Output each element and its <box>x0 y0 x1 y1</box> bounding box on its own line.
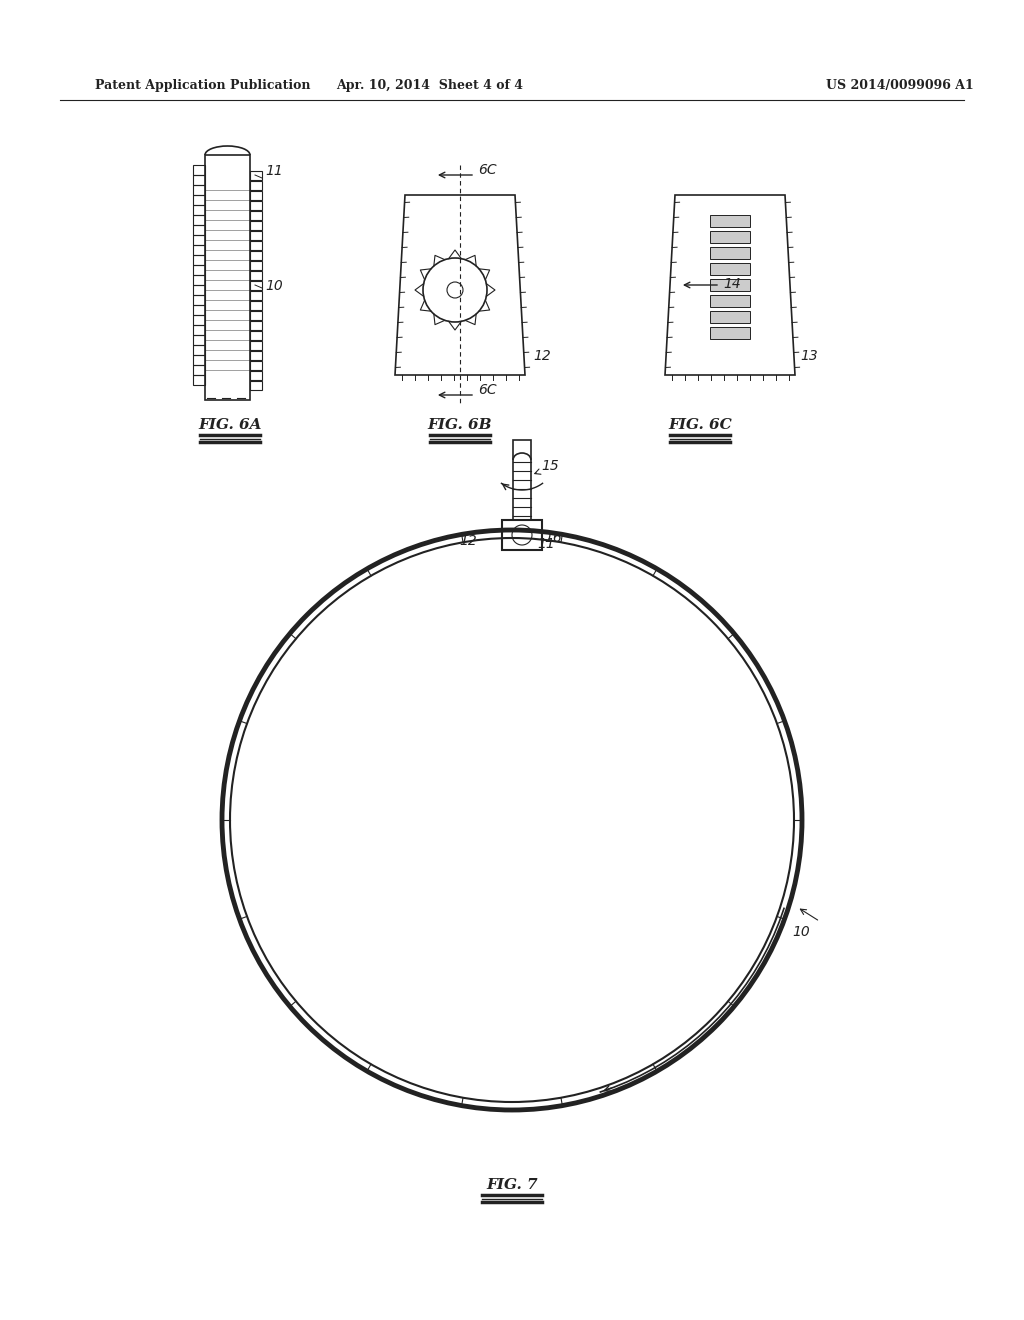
Bar <box>193 315 205 325</box>
Bar <box>250 281 262 290</box>
Bar <box>710 215 750 227</box>
Bar <box>193 366 205 375</box>
Bar <box>193 285 205 294</box>
Bar <box>193 235 205 246</box>
Bar <box>250 261 262 271</box>
Bar <box>193 246 205 255</box>
Bar <box>193 375 205 385</box>
Bar <box>250 341 262 350</box>
Text: 10: 10 <box>792 925 810 939</box>
Bar <box>193 195 205 205</box>
Bar <box>250 271 262 280</box>
Text: 6C: 6C <box>478 162 497 177</box>
Bar <box>250 351 262 360</box>
Bar <box>250 251 262 260</box>
Text: 16: 16 <box>544 531 562 545</box>
Bar <box>250 301 262 310</box>
Bar <box>710 294 750 308</box>
Bar <box>193 265 205 275</box>
Text: FIG. 6C: FIG. 6C <box>668 418 732 432</box>
Bar <box>205 154 250 400</box>
Text: FIG. 7: FIG. 7 <box>486 1177 538 1192</box>
Text: 10: 10 <box>265 279 283 293</box>
Text: FIG. 6B: FIG. 6B <box>428 418 493 432</box>
Text: 6C: 6C <box>478 383 497 397</box>
Bar <box>193 205 205 215</box>
Bar <box>250 331 262 341</box>
Text: 11: 11 <box>265 164 283 178</box>
Text: Patent Application Publication: Patent Application Publication <box>95 78 310 91</box>
Text: 13: 13 <box>800 348 818 363</box>
Text: 12: 12 <box>459 535 477 548</box>
Bar <box>193 185 205 195</box>
Bar <box>250 211 262 220</box>
Bar <box>193 165 205 176</box>
Text: US 2014/0099096 A1: US 2014/0099096 A1 <box>826 78 974 91</box>
Bar <box>193 355 205 366</box>
Bar <box>710 247 750 259</box>
Bar <box>193 335 205 345</box>
Bar <box>193 345 205 355</box>
Bar <box>250 371 262 380</box>
Bar <box>250 312 262 319</box>
Bar <box>250 181 262 190</box>
Text: 12: 12 <box>534 348 551 363</box>
Text: Apr. 10, 2014  Sheet 4 of 4: Apr. 10, 2014 Sheet 4 of 4 <box>337 78 523 91</box>
Bar <box>250 321 262 330</box>
Bar <box>250 360 262 370</box>
Bar <box>193 255 205 265</box>
Bar <box>193 325 205 335</box>
Bar <box>710 327 750 339</box>
Bar <box>250 242 262 249</box>
Bar <box>250 231 262 240</box>
Bar <box>710 279 750 290</box>
Text: 14: 14 <box>723 277 740 290</box>
Bar <box>193 215 205 224</box>
Bar <box>250 220 262 230</box>
Bar <box>502 520 542 550</box>
Bar <box>193 176 205 185</box>
Bar <box>250 290 262 300</box>
Bar <box>193 305 205 315</box>
Bar <box>193 294 205 305</box>
Bar <box>250 381 262 389</box>
Bar <box>250 191 262 201</box>
Bar <box>710 231 750 243</box>
Bar <box>710 312 750 323</box>
Bar <box>710 263 750 275</box>
Text: 11: 11 <box>537 537 555 550</box>
Bar <box>193 224 205 235</box>
Bar <box>513 440 531 520</box>
Bar <box>193 275 205 285</box>
Bar <box>250 172 262 180</box>
Text: 15: 15 <box>541 459 559 473</box>
Bar <box>250 201 262 210</box>
Text: FIG. 6A: FIG. 6A <box>199 418 262 432</box>
